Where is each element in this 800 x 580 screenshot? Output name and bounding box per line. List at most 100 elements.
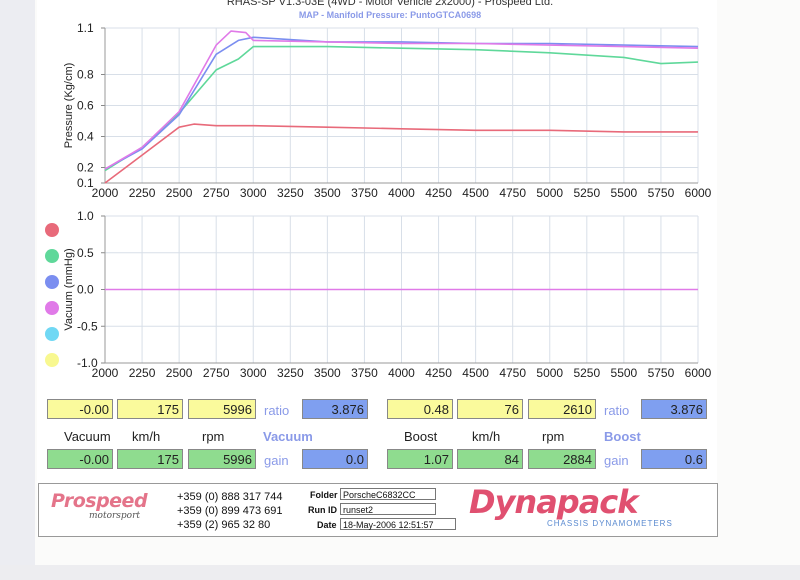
x-tick-label: 3750 [351,186,378,200]
phone-2: +359 (0) 899 473 691 [177,505,283,517]
boost-rpm-header: rpm [542,429,565,444]
scan-left-edge [0,0,35,580]
x-tick-label: 2000 [92,366,119,380]
vacuum-kmh-top: 175 [117,399,183,419]
y-axis-label: Pressure (Kg/cm) [63,63,75,149]
runid-label: Run ID [308,505,337,515]
boost-title: Boost [604,429,641,444]
vacuum-chart: 2000 2250 2500 2750 3000 3250 3500 3750 4000 4250… [63,210,712,380]
x-tick-label: 6000 [685,366,712,380]
boost-gain-value: 0.6 [641,449,707,469]
x-tick-label: 2750 [203,366,230,380]
runid-value: runset2 [340,503,436,515]
boost-gain-label: gain [604,453,629,468]
vacuum-gain-label: gain [264,453,289,468]
legend-swatch-blue [45,275,59,289]
y-tick-label: 1.1 [77,21,94,35]
x-tick-label: 3500 [314,366,341,380]
vacuum-header: Vacuum [64,429,111,444]
prospeed-logo-text: Prospeed [51,490,148,512]
x-tick-label: 6000 [685,186,712,200]
series-line-magenta [104,30,699,170]
x-tick-label: 5000 [536,366,563,380]
report-subtitle: MAP - Manifold Pressure: PuntoGTCA0698 [298,10,482,20]
dynapack-logo-text: Dynapack [469,483,639,521]
x-tick-label: 2250 [129,186,156,200]
x-tick-label: 4250 [425,186,452,200]
vacuum-ratio-value: 3.876 [302,399,368,419]
x-tick-label: 2500 [166,366,193,380]
boost-header: Boost [404,429,438,444]
vacuum-gain-value: 0.0 [302,449,368,469]
y-tick-label: 0.1 [77,176,94,190]
y-tick-label: -0.5 [77,319,98,333]
series-line-blue [104,36,699,170]
y-tick-label: 0.5 [77,246,94,260]
x-tick-label: 4750 [499,186,526,200]
boost-value-bottom: 1.07 [387,449,453,469]
x-tick-label: 4500 [462,366,489,380]
date-value: 18-May-2006 12:51:57 [340,518,456,530]
vacuum-value-bottom: -0.00 [47,449,113,469]
legend-swatch-yellow [45,353,59,367]
boost-value-top: 0.48 [387,399,453,419]
footer-panel: Prospeed motorsport +359 (0) 888 317 744… [38,483,718,537]
y-tick-label: 0.6 [77,99,94,113]
vacuum-kmh-bottom: 175 [117,449,183,469]
x-tick-label: 3250 [277,186,304,200]
boost-kmh-header: km/h [472,429,501,444]
legend-swatch-magenta [45,301,59,315]
vacuum-title: Vacuum [263,429,313,444]
x-tick-label: 3000 [240,366,267,380]
boost-kmh-bottom: 84 [457,449,523,469]
legend-swatch-red [45,223,59,237]
x-tick-label: 3250 [277,366,304,380]
vacuum-value-top: -0.00 [47,399,113,419]
x-tick-label: 5750 [648,186,675,200]
folder-value: PorscheC6832CC [340,488,436,500]
dynapack-logo-sub: CHASSIS DYNAMOMETERS [547,519,673,528]
series-line-green [104,45,699,172]
x-tick-label: 4000 [388,186,415,200]
vacuum-rpm-bottom: 5996 [188,449,256,469]
phone-3: +359 (2) 965 32 80 [177,519,271,531]
x-tick-label: 2250 [129,366,156,380]
boost-rpm-bottom: 2884 [528,449,596,469]
y-tick-label: 0.4 [77,130,94,144]
folder-label: Folder [310,490,338,500]
vacuum-rpm-top: 5996 [188,399,256,419]
series-line-red [104,123,698,184]
legend-swatch-green [45,249,59,263]
date-label: Date [317,520,337,530]
dynapack-logo: Dynapack CHASSIS DYNAMOMETERS [469,486,709,532]
x-tick-label: 2750 [203,186,230,200]
x-tick-label: 4250 [425,366,452,380]
vacuum-kmh-header: km/h [132,429,161,444]
x-tick-label: 4000 [388,366,415,380]
boost-ratio-label: ratio [604,403,630,418]
x-tick-label: 2000 [92,186,119,200]
x-tick-label: 5500 [611,366,638,380]
y-tick-label: 1.0 [77,210,94,223]
x-tick-label: 5750 [648,366,675,380]
y-tick-label: -1.0 [77,356,98,370]
y-tick-label: 0.2 [77,161,94,175]
x-tick-label: 5500 [611,186,638,200]
x-tick-label: 3000 [240,186,267,200]
prospeed-logo: Prospeed motorsport [51,490,171,530]
x-tick-label: 3750 [351,366,378,380]
prospeed-logo-sub: motorsport [89,511,141,521]
x-tick-label: 2500 [166,186,193,200]
boost-kmh-top: 76 [457,399,523,419]
vacuum-ratio-label: ratio [264,403,290,418]
x-tick-label: 5250 [573,186,600,200]
phone-1: +359 (0) 888 317 744 [177,491,283,503]
y-axis-label: Vacuum (mmHg) [63,248,75,330]
boost-rpm-top: 2610 [528,399,596,419]
vacuum-rpm-header: rpm [202,429,225,444]
y-tick-label: 0.0 [77,283,94,297]
legend-swatch-cyan [45,327,59,341]
x-tick-label: 5250 [573,366,600,380]
y-tick-label: 0.8 [77,68,94,82]
pressure-chart: 2000 2250 2500 2750 3000 3250 3500 3750 4000 4250… [63,21,712,200]
